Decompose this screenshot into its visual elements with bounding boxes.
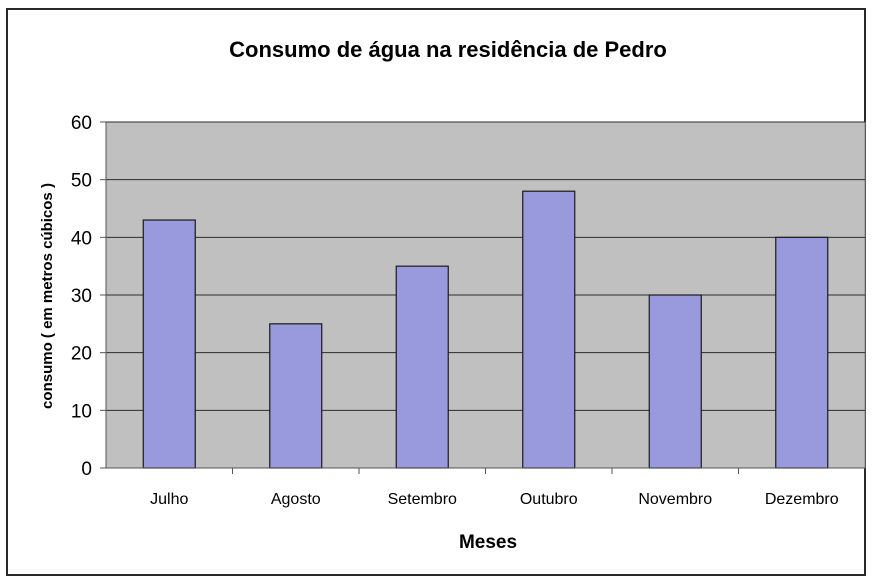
y-tick-label: 50 bbox=[71, 171, 92, 192]
x-axis-label: Meses bbox=[459, 532, 517, 553]
bar-outubro bbox=[522, 190, 576, 469]
y-axis: 0 10 20 30 40 50 60 bbox=[71, 113, 107, 480]
gridlines bbox=[106, 121, 865, 411]
chart-title: Consumo de água na residência de Pedro bbox=[229, 37, 667, 62]
x-tick-label: Setembro bbox=[388, 491, 457, 508]
bar-novembro bbox=[648, 294, 702, 469]
bar-dezembro bbox=[775, 236, 829, 469]
y-tick-label: 60 bbox=[71, 113, 92, 134]
x-tick-label: Outubro bbox=[520, 491, 578, 508]
x-axis: Julho Agosto Setembro Outubro Novembro Dezemb… bbox=[106, 467, 865, 508]
x-tick-label: Dezembro bbox=[765, 491, 839, 508]
x-tick-label: Novembro bbox=[638, 491, 712, 508]
y-tick-label: 20 bbox=[71, 344, 92, 365]
x-tick-label: Agosto bbox=[271, 491, 321, 508]
x-tick-label: Julho bbox=[150, 491, 188, 508]
y-tick-label: 30 bbox=[71, 286, 92, 307]
bar-setembro bbox=[395, 265, 449, 469]
bar-julho bbox=[142, 219, 196, 469]
plot-area bbox=[105, 121, 866, 469]
y-tick-label: 10 bbox=[71, 401, 92, 422]
y-tick-label: 0 bbox=[81, 459, 92, 480]
bars bbox=[142, 190, 829, 469]
y-axis-label: consumo ( em metros cúbicos ) bbox=[39, 183, 56, 409]
bar-agosto bbox=[269, 323, 323, 469]
y-tick-label: 40 bbox=[71, 228, 92, 249]
